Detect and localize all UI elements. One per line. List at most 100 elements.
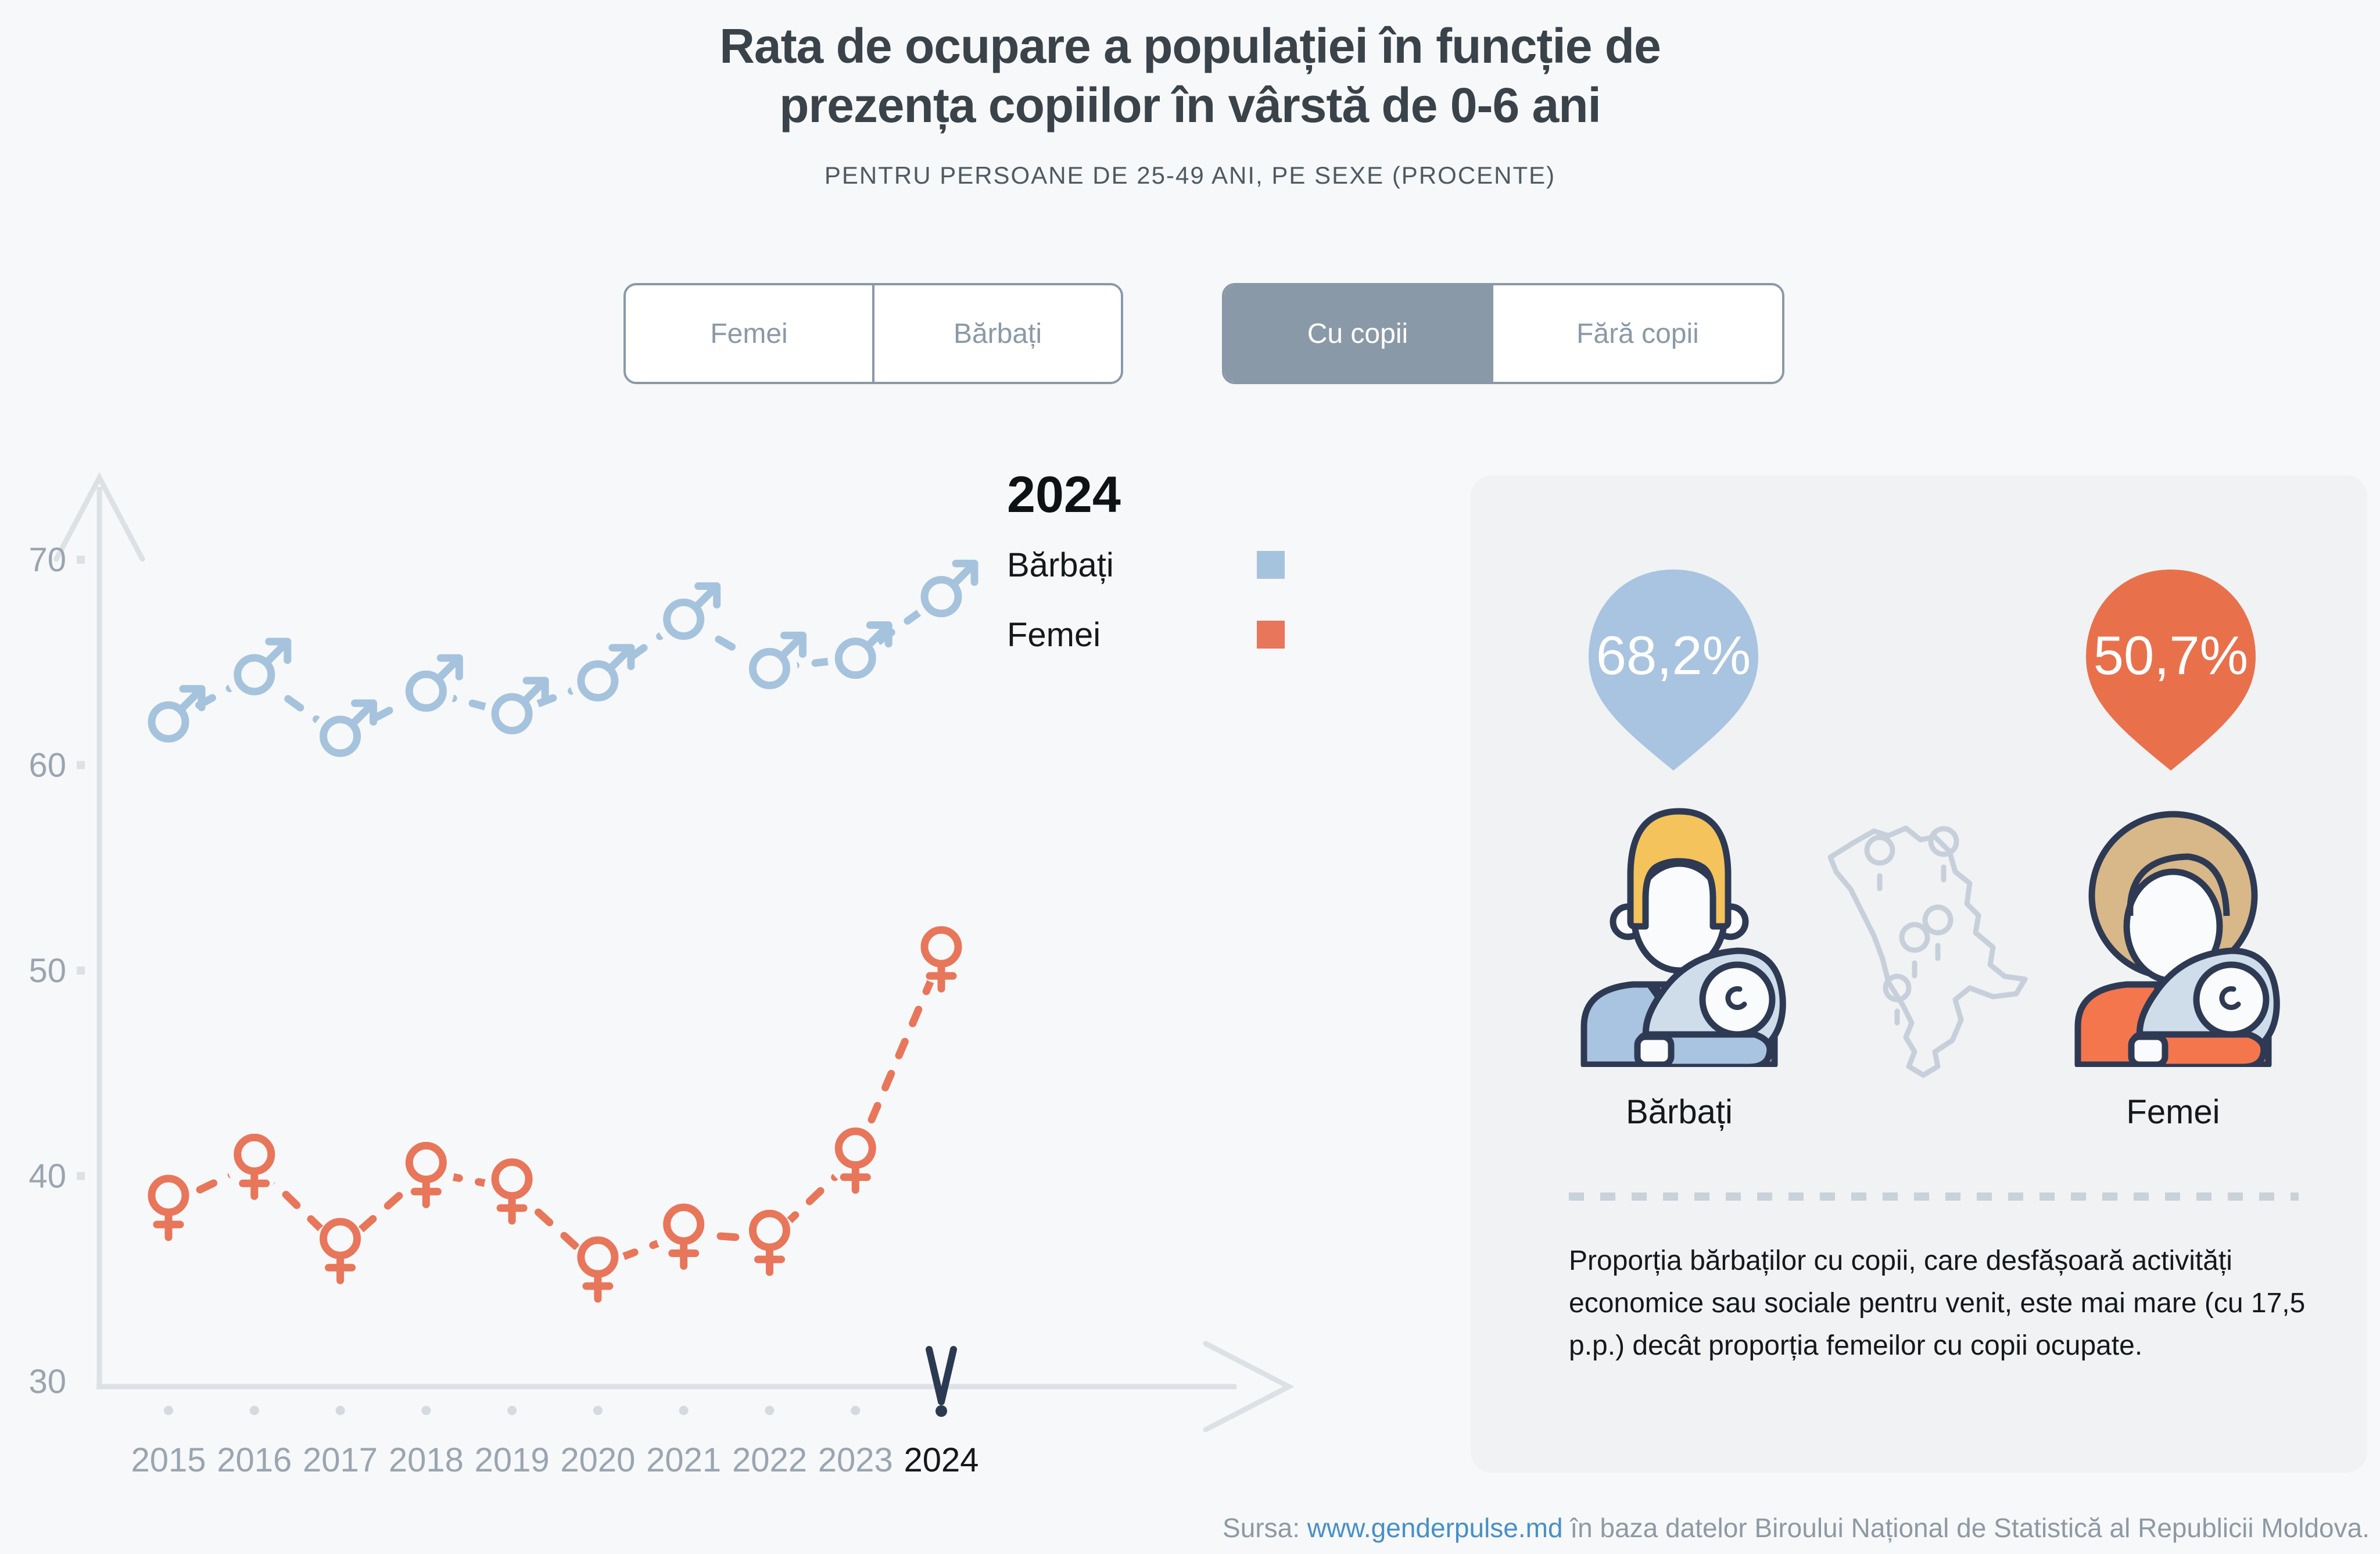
figure-label-barbati: Bărbați [1626, 1093, 1733, 1131]
baby-face-curl-icon [1725, 986, 1747, 1010]
data-point-femei-2018[interactable] [405, 1141, 447, 1208]
data-point-bărbați-2023[interactable] [834, 621, 892, 679]
source-line: Sursa: www.genderpulse.md în baza datelo… [1223, 1512, 2370, 1544]
y-axis-tick-40 [77, 1172, 85, 1180]
data-point-femei-2016[interactable] [234, 1133, 275, 1200]
data-point-femei-2017[interactable] [320, 1218, 361, 1284]
sex-toggle-group: Femei Bărbați [623, 283, 1123, 384]
male-arrow-shaft [606, 647, 632, 673]
year-label-2020[interactable]: 2020 [560, 1441, 635, 1479]
page-title-line2: prezența copiilor în vârstă de 0-6 ani [779, 78, 1601, 133]
male-arrow-head [780, 631, 807, 658]
source-link[interactable]: www.genderpulse.md [1307, 1513, 1563, 1543]
toggle-cu-copii-button[interactable]: Cu copii [1224, 285, 1491, 382]
male-symbol-icon [834, 638, 876, 679]
male-arrow-shaft [777, 634, 804, 660]
year-label-2016[interactable]: 2016 [217, 1441, 292, 1479]
legend-year: 2024 [1007, 466, 1121, 523]
year-label-2024[interactable]: 2024 [904, 1441, 979, 1479]
year-dot-2016 [249, 1406, 259, 1415]
year-label-2023[interactable]: 2023 [818, 1441, 893, 1479]
series-line-bărbați [164, 593, 945, 741]
male-symbol-icon [577, 660, 619, 702]
data-point-bărbați-2024[interactable] [920, 560, 978, 618]
year-dot-2018 [421, 1406, 431, 1415]
data-point-femei-2015[interactable] [148, 1175, 189, 1241]
y-axis-tick-50 [77, 966, 85, 975]
male-arrow-shaft [863, 624, 890, 650]
data-point-femei-2023[interactable] [834, 1127, 876, 1194]
dashed-divider [1569, 1193, 2299, 1201]
x-axis-arrow-icon [1203, 1341, 1295, 1433]
year-dot-2023 [851, 1406, 861, 1415]
year-label-2019[interactable]: 2019 [475, 1441, 550, 1479]
toggle-fara-copii-button[interactable]: Fără copii [1490, 285, 1782, 382]
male-pin-shape [1589, 570, 1758, 771]
year-label-2018[interactable]: 2018 [389, 1441, 464, 1479]
baby-face-curl-icon [2219, 986, 2241, 1010]
moldova-map-icon [1827, 825, 2028, 1078]
source-prefix: Sursa: [1223, 1513, 1307, 1543]
data-point-bărbați-2017[interactable] [320, 699, 378, 757]
father-with-baby-icon [1580, 808, 1786, 1067]
toggle-femei-button[interactable]: Femei [626, 285, 872, 382]
male-arrow-head [179, 685, 206, 711]
y-axis-label-50: 50 [28, 952, 66, 990]
legend-item-femei[interactable]: Femei [1007, 615, 1285, 654]
year-label-2022[interactable]: 2022 [732, 1441, 807, 1479]
data-point-femei-2024[interactable] [920, 926, 962, 993]
y-axis-arrow-icon [53, 472, 145, 562]
page-title: Rata de ocupare a populației în funcție … [0, 16, 2380, 135]
male-symbol-icon [920, 576, 962, 618]
data-point-bărbați-2020[interactable] [577, 644, 635, 702]
current-year-indicator-icon [926, 1346, 958, 1405]
data-point-femei-2021[interactable] [663, 1203, 705, 1270]
male-arrow-shaft [434, 657, 460, 683]
data-point-femei-2022[interactable] [748, 1209, 790, 1276]
year-dot-2015 [164, 1406, 173, 1415]
data-point-bărbați-2019[interactable] [491, 676, 549, 735]
male-arrow-shaft [520, 679, 546, 706]
mother-with-baby-icon [2074, 811, 2280, 1067]
data-point-bărbați-2022[interactable] [748, 631, 807, 689]
male-symbol-icon [663, 599, 705, 640]
data-point-bărbați-2021[interactable] [663, 582, 721, 640]
data-point-bărbați-2018[interactable] [405, 654, 463, 712]
data-point-bărbați-2015[interactable] [148, 685, 206, 743]
male-symbol-icon [491, 693, 533, 735]
year-label-2015[interactable]: 2015 [131, 1441, 206, 1479]
male-symbol-icon [405, 670, 447, 712]
legend-label-femei: Femei [1007, 615, 1101, 654]
male-symbol-icon [148, 701, 189, 743]
toggle-barbati-button[interactable]: Bărbați [872, 285, 1121, 382]
male-arrow-head [866, 621, 892, 648]
male-arrow-head [351, 699, 378, 726]
female-value-pin-icon: 50,7% [2086, 570, 2256, 771]
male-arrow-head [608, 644, 635, 671]
male-symbol-icon [748, 647, 790, 689]
page-title-line1: Rata de ocupare a populației în funcție … [719, 19, 1661, 73]
male-arrow-head [522, 676, 549, 703]
y-axis-label-60: 60 [28, 747, 66, 785]
employment-rate-line-chart: 30 40 50 60 70 2015 2016 2017 2018 2019 2020 2021 20… [28, 472, 1295, 1479]
male-arrow-head [952, 560, 978, 586]
male-arrow-shaft [692, 585, 718, 611]
year-label-2017[interactable]: 2017 [303, 1441, 378, 1479]
data-point-femei-2019[interactable] [491, 1158, 533, 1225]
data-point-femei-2020[interactable] [577, 1236, 619, 1303]
current-year-dot [935, 1405, 948, 1417]
female-pin-shape [2086, 570, 2256, 771]
male-arrow-head [694, 582, 721, 609]
source-suffix: în baza datelor Biroului Național de Sta… [1562, 1513, 2370, 1543]
male-arrow-shaft [949, 563, 976, 589]
y-axis-label-40: 40 [28, 1158, 66, 1195]
male-value-pin-icon: 68,2% [1589, 570, 1758, 771]
year-label-2021[interactable]: 2021 [646, 1441, 721, 1479]
legend-item-barbati[interactable]: Bărbați [1007, 546, 1285, 584]
data-point-bărbați-2016[interactable] [234, 638, 292, 696]
year-dot-2017 [335, 1406, 345, 1415]
page-subtitle: PENTRU PERSOANE DE 25-49 ANI, PE SEXE (P… [824, 162, 1556, 189]
male-arrow-shaft [263, 640, 289, 667]
male-arrow-head [265, 638, 292, 664]
male-arrow-shaft [349, 702, 375, 728]
